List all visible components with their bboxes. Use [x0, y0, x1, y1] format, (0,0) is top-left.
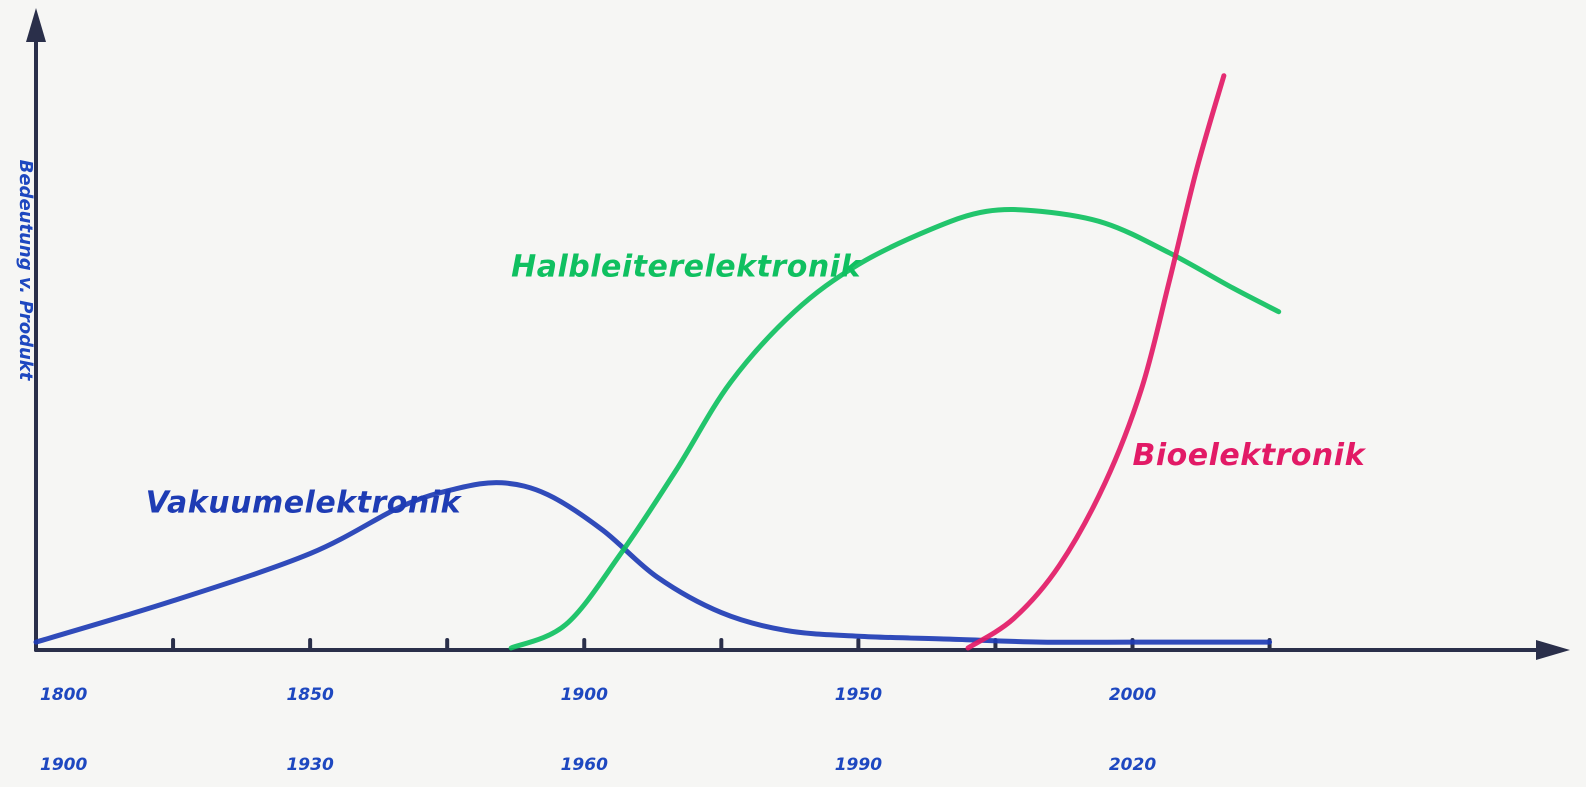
x-tick-label: 1900 [40, 755, 87, 775]
series-lines [33, 73, 1282, 651]
x-tick-label: 1900 [561, 685, 608, 705]
x-tick-label: 1800 [40, 685, 87, 705]
series-label-2: Bioelektronik [1133, 438, 1367, 473]
series-line-2 [965, 73, 1227, 651]
series-line-0 [33, 480, 1273, 645]
x-tick-label: 1950 [835, 685, 882, 705]
axes [26, 8, 1570, 660]
y-axis-arrowhead [26, 8, 46, 42]
x-tick-label: 1930 [286, 755, 333, 775]
x-tick-label: 1990 [835, 755, 882, 775]
x-tick-label: 2000 [1109, 685, 1156, 705]
series-labels: Vakuumelektronik Halbleiterelektronik Bioe… [146, 249, 1367, 520]
series-label-1: Halbleiterelektronik [511, 249, 862, 284]
series-label-0: Vakuumelektronik [146, 485, 463, 520]
x-axis-arrowhead [1536, 640, 1570, 660]
x-tick-label: 2020 [1109, 755, 1156, 775]
series-line-1 [508, 207, 1282, 651]
y-axis-title: Bedeutung v. Produkt [15, 160, 36, 382]
x-tick-label: 1960 [561, 755, 608, 775]
x-tick-label: 1850 [286, 685, 333, 705]
x-tick-labels: 1800 1850 1900 1950 2000 1900 1930 1960 1990 2020 [40, 685, 1156, 775]
